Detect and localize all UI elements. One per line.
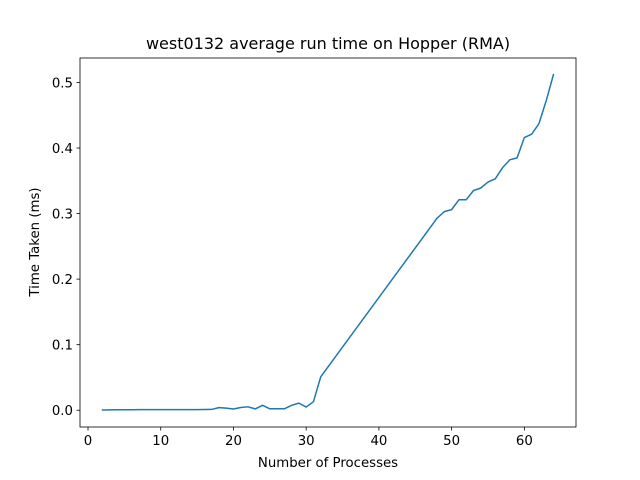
y-tick-label: 0.4 [52,142,73,157]
y-tick-label: 0.2 [52,273,73,288]
chart-title: west0132 average run time on Hopper (RMA… [146,34,510,53]
x-tick-label: 20 [225,434,242,449]
y-tick-label: 0.1 [52,338,73,353]
y-tick-label: 0.5 [52,76,73,91]
y-tick-label: 0.3 [52,207,73,222]
x-tick-label: 50 [443,434,460,449]
axes-frame [79,57,577,428]
plot-area: 0 10 20 30 40 50 60 0.0 0.1 0.2 0.3 0.4 0.5 [52,57,577,449]
x-tick-label: 30 [298,434,315,449]
x-axis-label: Number of Processes [258,456,398,471]
x-tick-label: 0 [84,434,92,449]
x-tick-label: 60 [516,434,533,449]
x-tick-label: 10 [152,434,169,449]
y-axis-label: Time Taken (ms) [28,187,43,297]
y-tick-label: 0.0 [52,404,73,419]
series-line-0 [101,73,555,411]
x-tick-label: 40 [370,434,387,449]
